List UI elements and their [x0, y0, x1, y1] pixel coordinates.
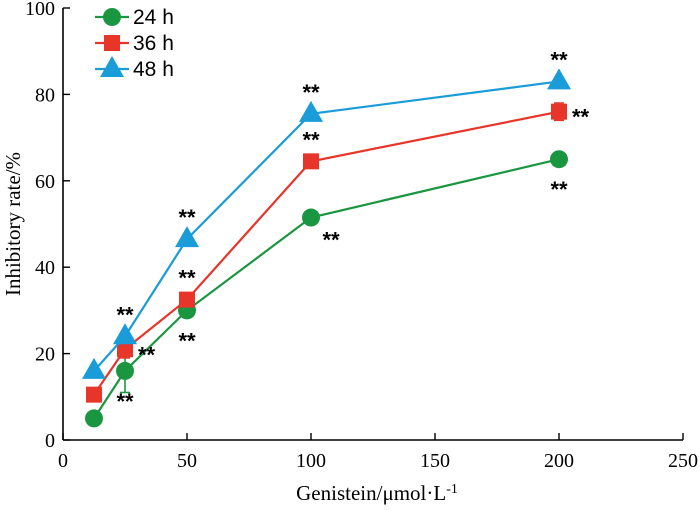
legend-label: 36 h — [133, 32, 174, 55]
x-tick-label: 250 — [668, 450, 698, 472]
legend-label: 24 h — [133, 6, 174, 29]
x-tick-label: 200 — [544, 450, 574, 472]
y-axis-title: Inhibitory rate/% — [1, 152, 25, 296]
x-tick-label: 150 — [420, 450, 450, 472]
significance-label: ** — [572, 105, 590, 130]
significance-label: ** — [302, 80, 320, 105]
legend-item: 24 h — [95, 6, 174, 29]
legend-marker — [103, 8, 121, 26]
data-point — [299, 100, 323, 122]
data-point — [116, 361, 134, 380]
data-point — [175, 226, 199, 248]
series-24h: ******** — [85, 150, 568, 428]
series-line — [93, 158, 560, 420]
legend-item: 36 h — [95, 32, 174, 55]
legend-item: 48 h — [95, 55, 174, 81]
data-point — [550, 150, 568, 169]
significance-label: ** — [302, 127, 320, 152]
data-point — [82, 357, 106, 379]
legend: 24 h 36 h 48 h — [95, 6, 174, 81]
data-point — [303, 153, 319, 170]
x-axis-title-main: Genistein/μmol·L — [296, 481, 446, 505]
ticks: 0 50 100 150 200 250 0 20 40 60 80 100 — [25, 0, 698, 472]
legend-marker — [100, 55, 124, 77]
x-tick-label: 100 — [296, 450, 326, 472]
significance-label: ** — [116, 302, 134, 327]
axes — [62, 8, 683, 441]
y-tick-label: 60 — [35, 171, 55, 193]
y-tick-label: 80 — [35, 84, 55, 106]
data-point — [547, 68, 571, 90]
data-point — [85, 409, 103, 428]
y-tick-label: 0 — [45, 430, 55, 452]
data-point — [551, 103, 567, 120]
legend-label: 48 h — [133, 58, 174, 81]
x-tick-label: 0 — [58, 450, 68, 472]
series-36h: ******** — [86, 102, 590, 403]
data-point — [113, 323, 137, 345]
x-axis-title: Genistein/μmol·L-1 — [296, 481, 458, 505]
x-axis-title-superscript: -1 — [446, 482, 458, 497]
significance-label: ** — [138, 342, 156, 367]
data-point — [179, 291, 195, 308]
series-48h: ******** — [82, 47, 571, 379]
series-line — [93, 110, 560, 396]
significance-label: ** — [116, 389, 134, 414]
series-layer: ************************ — [82, 47, 590, 428]
significance-label: ** — [550, 177, 568, 202]
significance-label: ** — [322, 228, 340, 253]
data-point — [117, 341, 133, 358]
data-point — [302, 208, 320, 227]
x-tick-label: 50 — [177, 450, 197, 472]
y-tick-label: 40 — [35, 257, 55, 279]
significance-label: ** — [178, 328, 196, 353]
data-point — [86, 386, 102, 403]
significance-label: ** — [178, 266, 196, 291]
y-tick-label: 20 — [35, 344, 55, 366]
legend-marker — [104, 35, 120, 51]
significance-label: ** — [178, 205, 196, 230]
y-tick-label: 100 — [25, 0, 55, 20]
significance-label: ** — [550, 47, 568, 72]
